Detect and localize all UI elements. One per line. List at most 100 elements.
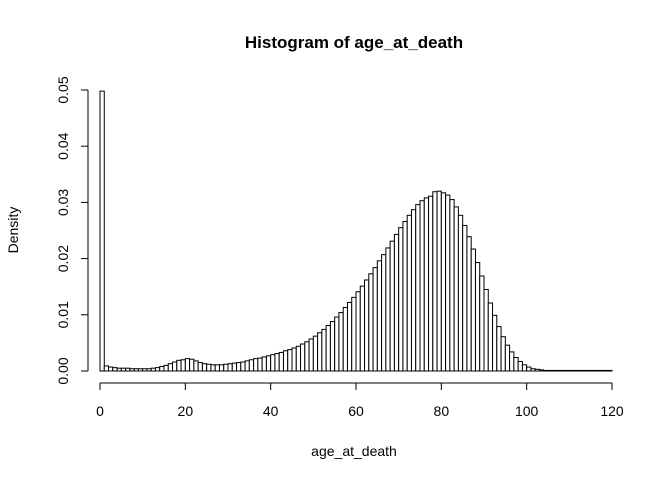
histogram-bar	[445, 194, 451, 372]
histogram-bar	[551, 369, 558, 372]
histogram-bar	[585, 369, 592, 372]
histogram-bar	[334, 316, 340, 372]
histogram-bar	[496, 326, 502, 372]
histogram-bar	[398, 227, 404, 372]
x-tick-label: 20	[178, 403, 194, 419]
histogram-bar	[265, 355, 272, 372]
histogram-bar	[261, 356, 267, 372]
histogram-bar	[474, 262, 481, 372]
histogram-bar	[99, 90, 105, 372]
histogram-bar	[598, 369, 604, 372]
histogram-bar	[594, 369, 600, 372]
y-tick-label: 0.03	[55, 189, 71, 216]
histogram-bar	[500, 336, 506, 372]
histogram-bar	[274, 353, 280, 372]
histogram-bar	[509, 351, 515, 372]
histogram-bar	[393, 233, 400, 372]
histogram-bar	[329, 321, 336, 372]
histogram-bar	[560, 369, 566, 372]
histogram-bar	[108, 366, 114, 372]
histogram-bar	[167, 363, 174, 372]
histogram-bar	[154, 367, 161, 372]
histogram-bar	[602, 369, 609, 372]
histogram-bar	[530, 368, 536, 372]
histogram-bar	[159, 366, 165, 372]
histogram-bar	[590, 369, 596, 372]
histogram-bar	[291, 347, 297, 372]
histogram-bar	[342, 306, 348, 372]
histogram-bar	[142, 368, 148, 372]
histogram-bar	[244, 360, 250, 372]
histogram-bar	[504, 344, 511, 372]
histogram-bar	[236, 362, 242, 372]
histogram-bar	[193, 360, 199, 372]
histogram-bar	[351, 296, 357, 372]
x-tick-label: 40	[263, 403, 279, 419]
histogram-bar	[385, 247, 391, 372]
histogram-bar	[112, 367, 118, 372]
histogram-bar	[257, 357, 263, 372]
histogram-bar	[487, 302, 494, 372]
histogram-bar	[189, 358, 195, 372]
x-tick-label: 120	[600, 403, 624, 419]
histogram-bar	[440, 192, 447, 372]
histogram-bar	[449, 199, 455, 372]
histogram-bar	[479, 275, 485, 372]
histogram-bar	[381, 254, 387, 372]
histogram-bar	[133, 368, 139, 372]
histogram-bar	[270, 354, 276, 372]
histogram-bar	[573, 369, 579, 372]
y-tick-label: 0.00	[55, 357, 71, 384]
histogram-bar	[325, 324, 331, 372]
histogram-bar	[457, 214, 464, 372]
histogram-bar	[513, 357, 519, 372]
histogram-bar	[432, 191, 438, 372]
x-tick-label: 100	[515, 403, 539, 419]
histogram-bar	[120, 367, 127, 372]
histogram-bar	[410, 209, 417, 372]
histogram-bar	[321, 328, 327, 372]
histogram-bar	[197, 362, 203, 372]
histogram-bar	[607, 369, 613, 372]
histogram-bar	[402, 221, 408, 372]
histogram-bar	[556, 369, 562, 372]
histogram-bar	[206, 363, 212, 372]
histogram-bar	[201, 363, 208, 372]
histogram-bar	[231, 362, 238, 372]
histogram-bar	[218, 364, 225, 372]
histogram-bar	[180, 359, 186, 372]
histogram-bar	[359, 285, 366, 372]
histogram-bar	[526, 366, 532, 372]
histogram-bar	[338, 312, 344, 372]
histogram-bar	[564, 369, 570, 372]
histogram-bar	[581, 369, 587, 372]
histogram-bar	[466, 236, 472, 372]
histogram-bar	[406, 214, 412, 372]
x-tick-label: 0	[96, 403, 104, 419]
bars-group	[99, 90, 613, 372]
histogram-bar	[376, 260, 383, 372]
histogram-bar	[282, 350, 289, 372]
histogram-bar	[172, 361, 178, 372]
histogram-bar	[483, 289, 489, 372]
x-tick-label: 80	[434, 403, 450, 419]
histogram-bar	[428, 195, 434, 372]
histogram-bar	[248, 359, 255, 372]
histogram-bar	[129, 368, 135, 372]
histogram-bar	[210, 364, 216, 372]
histogram-bar	[287, 349, 293, 372]
histogram-bar	[214, 364, 220, 372]
y-tick-label: 0.02	[55, 245, 71, 272]
histogram-bar	[308, 338, 314, 372]
histogram-bar	[103, 365, 110, 372]
histogram-bar	[253, 358, 259, 372]
histogram-bar	[227, 363, 233, 372]
histogram-bar	[346, 301, 353, 372]
y-tick-label: 0.01	[55, 301, 71, 328]
histogram-bar	[470, 248, 476, 372]
histogram-bar	[389, 240, 395, 372]
y-tick-label: 0.05	[55, 76, 71, 103]
histogram-bar	[517, 360, 523, 372]
